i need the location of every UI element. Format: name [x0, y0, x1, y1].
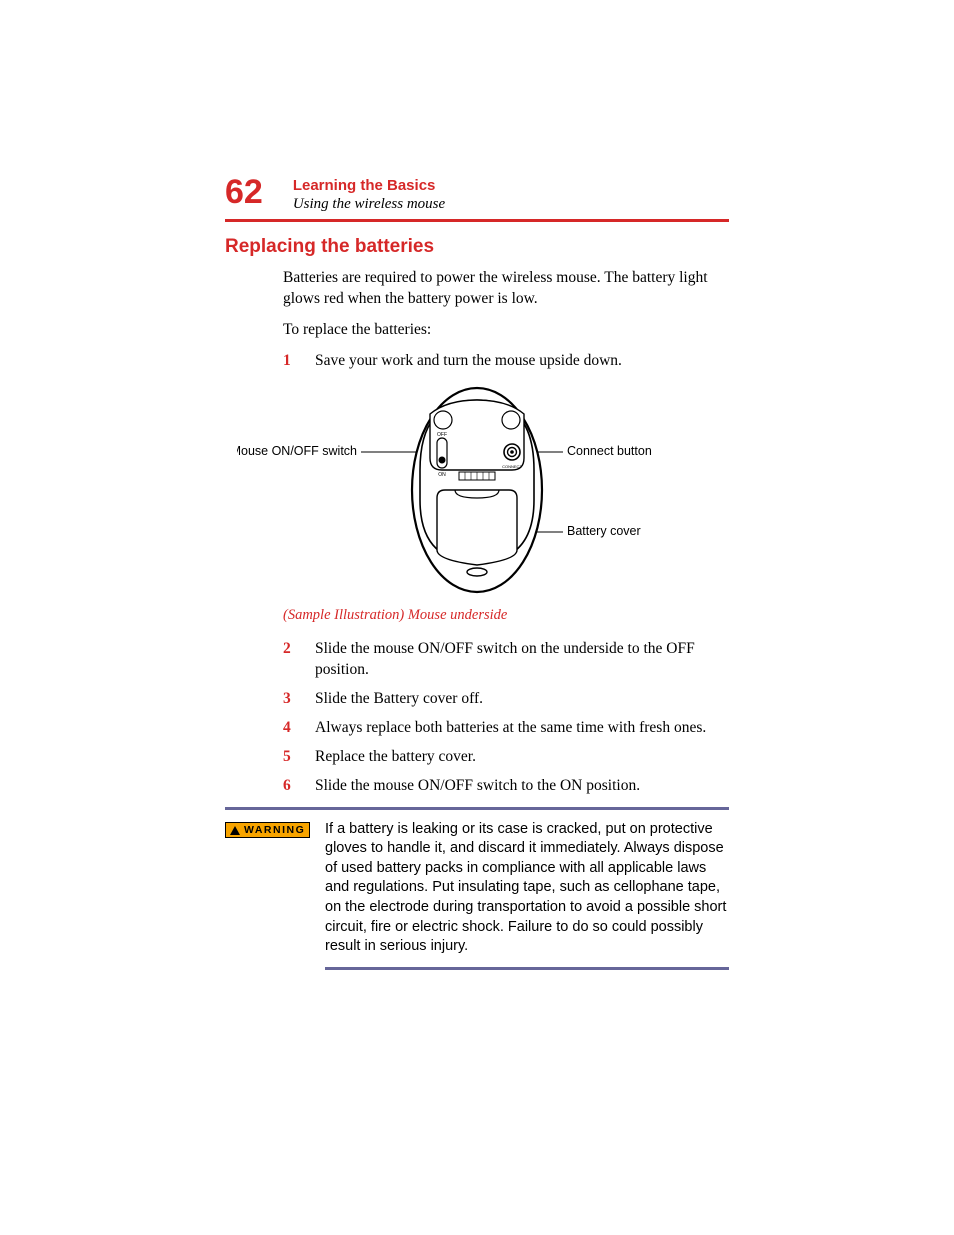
callout-connect: Connect button [567, 444, 652, 458]
mouse-illustration: Mouse ON/OFF switch Connect button Batte… [225, 380, 729, 600]
header-rule [225, 219, 729, 222]
callout-battery-cover: Battery cover [567, 524, 641, 538]
warning-badge-text: WARNING [244, 824, 305, 836]
page-header: 62 Learning the Basics Using the wireles… [225, 175, 729, 213]
warning-text: If a battery is leaking or its case is c… [325, 820, 729, 957]
warning-rule-top [225, 807, 729, 810]
step-number: 1 [283, 351, 315, 372]
section-heading: Replacing the batteries [225, 236, 729, 258]
body-column: Batteries are required to power the wire… [283, 268, 729, 797]
step-text: Replace the battery cover. [315, 747, 729, 768]
step-number: 2 [283, 639, 315, 681]
header-text: Learning the Basics Using the wireless m… [293, 175, 445, 213]
chapter-title: Learning the Basics [293, 177, 445, 194]
step-number: 6 [283, 776, 315, 797]
step-4: 4 Always replace both batteries at the s… [283, 718, 729, 739]
step-number: 5 [283, 747, 315, 768]
callout-onoff: Mouse ON/OFF switch [237, 444, 357, 458]
step-3: 3 Slide the Battery cover off. [283, 689, 729, 710]
label-off: OFF [437, 432, 447, 438]
step-6: 6 Slide the mouse ON/OFF switch to the O… [283, 776, 729, 797]
page-number: 62 [225, 175, 263, 209]
step-text: Slide the Battery cover off. [315, 689, 729, 710]
warning-block: WARNING If a battery is leaking or its c… [225, 820, 729, 957]
step-5: 5 Replace the battery cover. [283, 747, 729, 768]
step-1: 1 Save your work and turn the mouse upsi… [283, 351, 729, 372]
step-number: 4 [283, 718, 315, 739]
illustration-caption: (Sample Illustration) Mouse underside [283, 606, 729, 626]
step-text: Slide the mouse ON/OFF switch to the ON … [315, 776, 729, 797]
label-connect: CONNECT [502, 464, 522, 469]
warning-triangle-icon [230, 826, 240, 835]
step-text: Always replace both batteries at the sam… [315, 718, 729, 739]
intro-paragraph: Batteries are required to power the wire… [283, 268, 729, 310]
replace-lead: To replace the batteries: [283, 320, 729, 341]
mouse-svg: Mouse ON/OFF switch Connect button Batte… [237, 380, 717, 600]
label-on: ON [438, 472, 446, 478]
warning-badge-column: WARNING [225, 820, 325, 957]
step-number: 3 [283, 689, 315, 710]
warning-badge: WARNING [225, 822, 310, 838]
section-subtitle: Using the wireless mouse [293, 196, 445, 213]
warning-rule-bottom [325, 967, 729, 970]
step-2: 2 Slide the mouse ON/OFF switch on the u… [283, 639, 729, 681]
step-text: Slide the mouse ON/OFF switch on the und… [315, 639, 729, 681]
page: 62 Learning the Basics Using the wireles… [0, 0, 954, 1235]
step-text: Save your work and turn the mouse upside… [315, 351, 729, 372]
